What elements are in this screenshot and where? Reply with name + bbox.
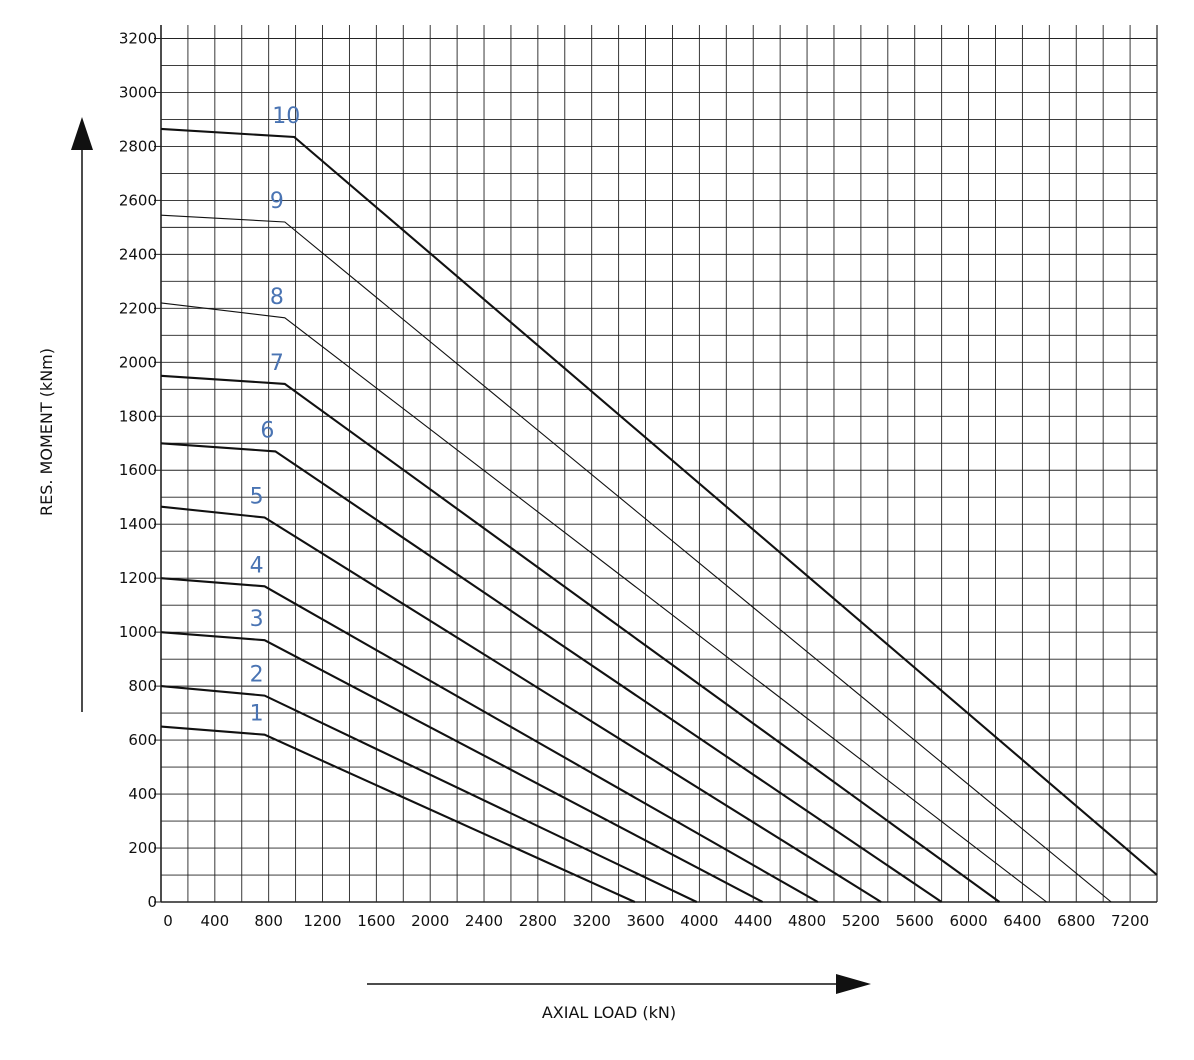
- x-tick-label: 400: [201, 912, 230, 930]
- x-tick-label: 6800: [1057, 912, 1095, 930]
- y-tick-label: 3200: [119, 29, 157, 47]
- curve-8: [160, 302, 1047, 903]
- curve-label-1: 1: [250, 702, 264, 727]
- y-tick-label: 2600: [119, 191, 157, 209]
- curve-label-5: 5: [250, 484, 264, 509]
- curve-7: [160, 374, 1001, 903]
- x-tick-label: 2000: [411, 912, 449, 930]
- y-tick-label: 1000: [119, 623, 157, 641]
- x-axis-arrow-head: [836, 974, 871, 994]
- x-tick-label: 0: [163, 912, 173, 930]
- x-tick-label: 5600: [896, 912, 934, 930]
- y-tick-label: 200: [128, 839, 157, 857]
- y-tick-label: 3000: [119, 83, 157, 101]
- x-tick-label: 5200: [842, 912, 880, 930]
- y-axis-arrow-head: [71, 117, 93, 150]
- x-tick-label: 2400: [465, 912, 503, 930]
- y-tick-label: 1400: [119, 515, 157, 533]
- x-tick-label: 1600: [357, 912, 395, 930]
- x-axis-title: AXIAL LOAD (kN): [542, 1003, 676, 1022]
- curve-1: [160, 725, 636, 903]
- y-tick-label: 1800: [119, 407, 157, 425]
- curve-label-2: 2: [250, 663, 264, 688]
- y-tick-label: 400: [128, 785, 157, 803]
- curve-9: [160, 214, 1112, 903]
- curve-label-3: 3: [250, 607, 264, 632]
- x-tick-label: 3600: [626, 912, 664, 930]
- curve-labels: 1 2 3 4 5 6 7 8 9 10: [250, 104, 301, 727]
- x-tick-label: 1200: [303, 912, 341, 930]
- curve-10: [160, 127, 1158, 876]
- x-tick-label: 6400: [1003, 912, 1041, 930]
- x-tick-label: 4400: [734, 912, 772, 930]
- y-axis-title: RES. MOMENT (kNm): [37, 348, 56, 516]
- x-tick-label: 2800: [519, 912, 557, 930]
- curve-label-9: 9: [270, 189, 284, 214]
- tick-labels: 0200400600800100012001400160018002000220…: [119, 29, 1149, 930]
- curve-6: [160, 442, 943, 903]
- y-tick-label: 1200: [119, 569, 157, 587]
- curve-2: [160, 685, 698, 903]
- y-tick-label: 2400: [119, 245, 157, 263]
- curves: [160, 127, 1158, 903]
- curve-label-8: 8: [270, 285, 284, 310]
- curve-label-4: 4: [250, 553, 264, 578]
- x-tick-label: 800: [254, 912, 283, 930]
- y-tick-label: 600: [128, 731, 157, 749]
- y-tick-label: 0: [147, 893, 157, 911]
- curve-3: [160, 631, 764, 903]
- x-tick-label: 4800: [788, 912, 826, 930]
- x-tick-label: 4000: [680, 912, 718, 930]
- curve-4: [160, 577, 819, 903]
- y-tick-label: 800: [128, 677, 157, 695]
- x-tick-label: 6000: [949, 912, 987, 930]
- curve-label-10: 10: [272, 104, 300, 129]
- curve-5: [160, 505, 882, 903]
- x-tick-label: 7200: [1111, 912, 1149, 930]
- curve-label-7: 7: [270, 351, 284, 376]
- y-tick-label: 2000: [119, 353, 157, 371]
- curve-label-6: 6: [260, 418, 274, 443]
- y-tick-label: 2200: [119, 299, 157, 317]
- y-tick-label: 1600: [119, 461, 157, 479]
- x-tick-label: 3200: [573, 912, 611, 930]
- grid: [160, 25, 1158, 903]
- y-tick-label: 2800: [119, 137, 157, 155]
